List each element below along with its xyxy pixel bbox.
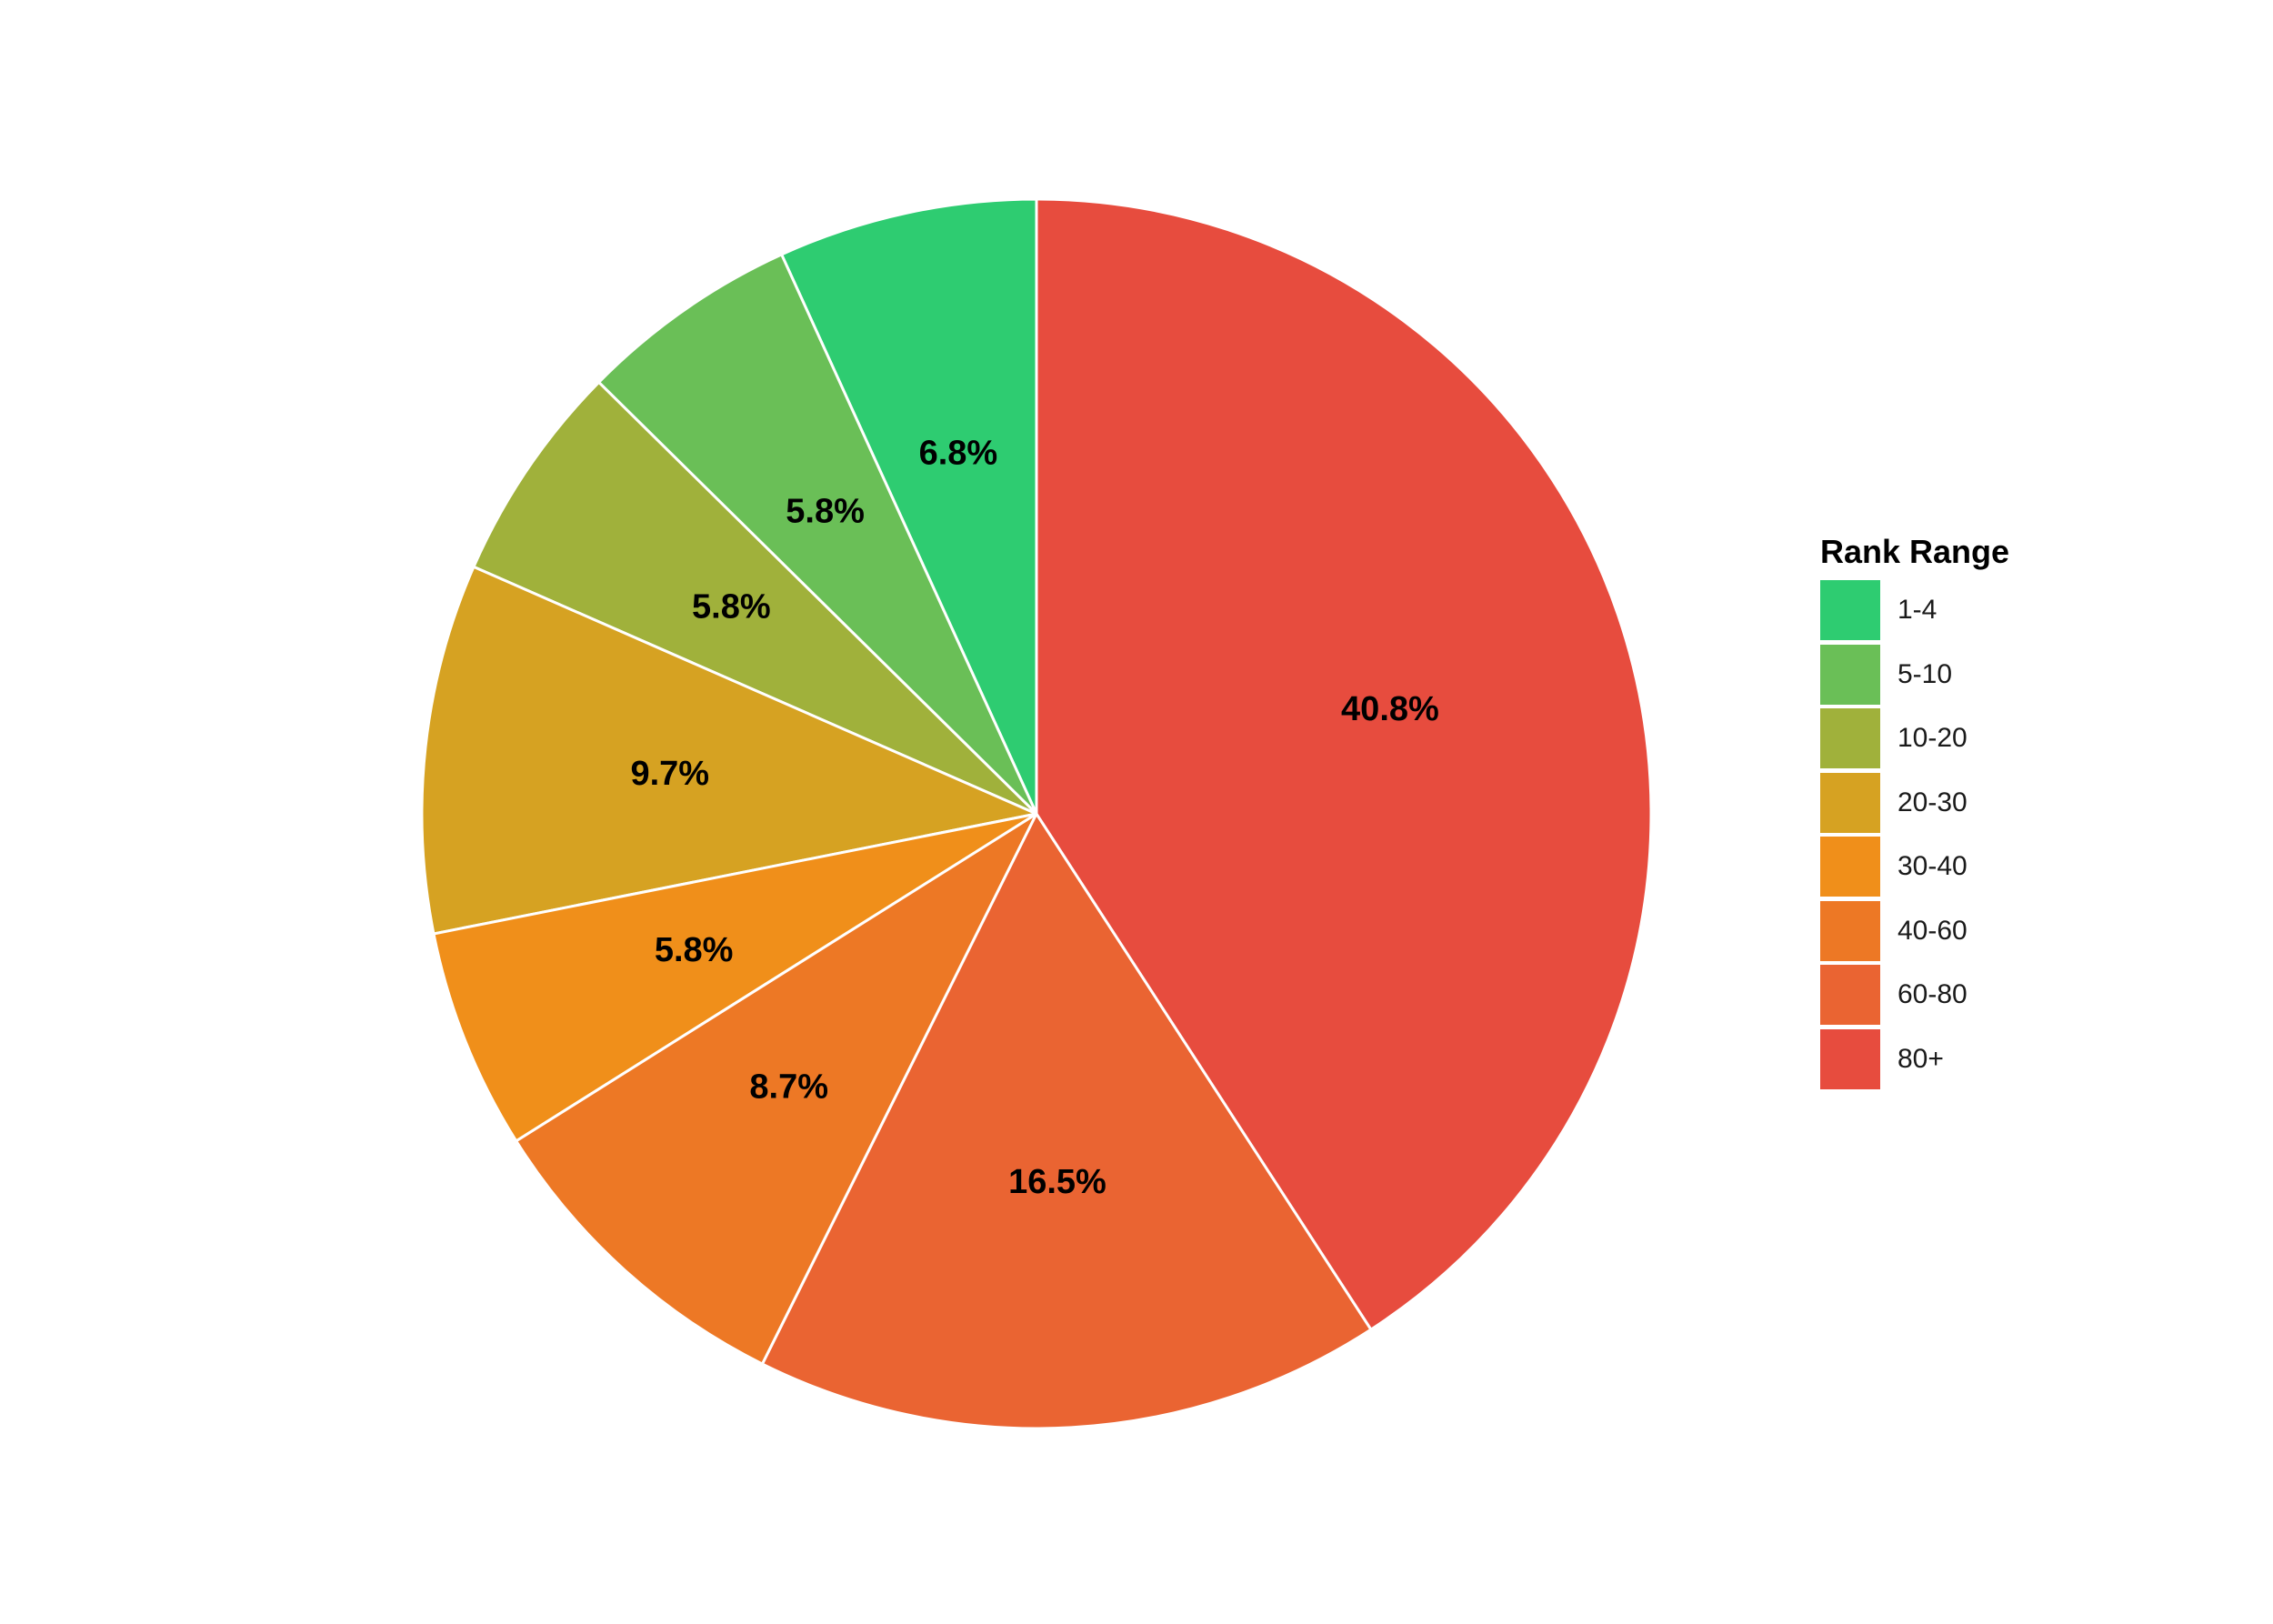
pie-slices <box>420 197 1653 1430</box>
legend-label: 20-30 <box>1898 787 1968 817</box>
slice-label-60-80: 16.5% <box>1008 1163 1106 1201</box>
pie-slice-20-30 <box>420 565 1041 936</box>
legend-items: 1-4 5-10 10-20 20-30 30-40 40-60 60-80 80+ <box>1820 578 2009 1091</box>
pie-slice-10-20 <box>472 380 1038 816</box>
pie-slice-30-40 <box>432 812 1037 1143</box>
pie-slice-5-10 <box>596 252 1038 816</box>
slice-label-5-10: 5.8% <box>786 493 865 531</box>
legend-label: 40-60 <box>1898 915 1968 946</box>
legend-item-40-60: 40-60 <box>1820 899 2009 964</box>
slice-label-20-30: 9.7% <box>630 755 709 793</box>
slice-label-1-4: 6.8% <box>919 435 998 473</box>
legend-swatch <box>1820 580 1880 641</box>
pie-slice-80plus <box>1035 197 1653 1332</box>
pie-slice-labels: 6.8% 5.8% 5.8% 9.7% 5.8% 8.7% 16.5% 40.8% <box>630 435 1438 1201</box>
legend-swatch <box>1820 644 1880 705</box>
legend-label: 10-20 <box>1898 723 1968 754</box>
slice-label-30-40: 5.8% <box>655 931 734 969</box>
legend-item-10-20: 10-20 <box>1820 707 2009 771</box>
legend-item-1-4: 1-4 <box>1820 578 2009 643</box>
legend-label: 80+ <box>1898 1043 1944 1074</box>
pie-slice-40-60 <box>514 809 1040 1367</box>
legend-swatch <box>1820 772 1880 833</box>
legend-swatch <box>1820 1028 1880 1089</box>
legend-label: 1-4 <box>1898 595 1938 626</box>
legend-swatch <box>1820 708 1880 769</box>
pie-slice-60-80 <box>760 810 1373 1430</box>
legend-swatch <box>1820 900 1880 961</box>
legend-item-5-10: 5-10 <box>1820 643 2009 707</box>
legend-item-80plus: 80+ <box>1820 1028 2009 1092</box>
slice-label-40-60: 8.7% <box>749 1068 828 1107</box>
legend-swatch <box>1820 837 1880 897</box>
legend-label: 30-40 <box>1898 851 1968 882</box>
legend-swatch <box>1820 965 1880 1026</box>
legend-item-30-40: 30-40 <box>1820 835 2009 899</box>
legend-item-20-30: 20-30 <box>1820 771 2009 836</box>
slice-label-10-20: 5.8% <box>692 587 771 626</box>
slice-label-80plus: 40.8% <box>1341 690 1439 728</box>
legend-label: 5-10 <box>1898 658 1953 689</box>
legend-title: Rank Range <box>1820 533 2010 570</box>
pie-slice-1-4 <box>779 197 1038 815</box>
legend: Rank Range 1-4 5-10 10-20 20-30 30-40 40-60 60… <box>1820 533 2009 1091</box>
legend-label: 60-80 <box>1898 979 1968 1010</box>
legend-item-60-80: 60-80 <box>1820 963 2009 1028</box>
